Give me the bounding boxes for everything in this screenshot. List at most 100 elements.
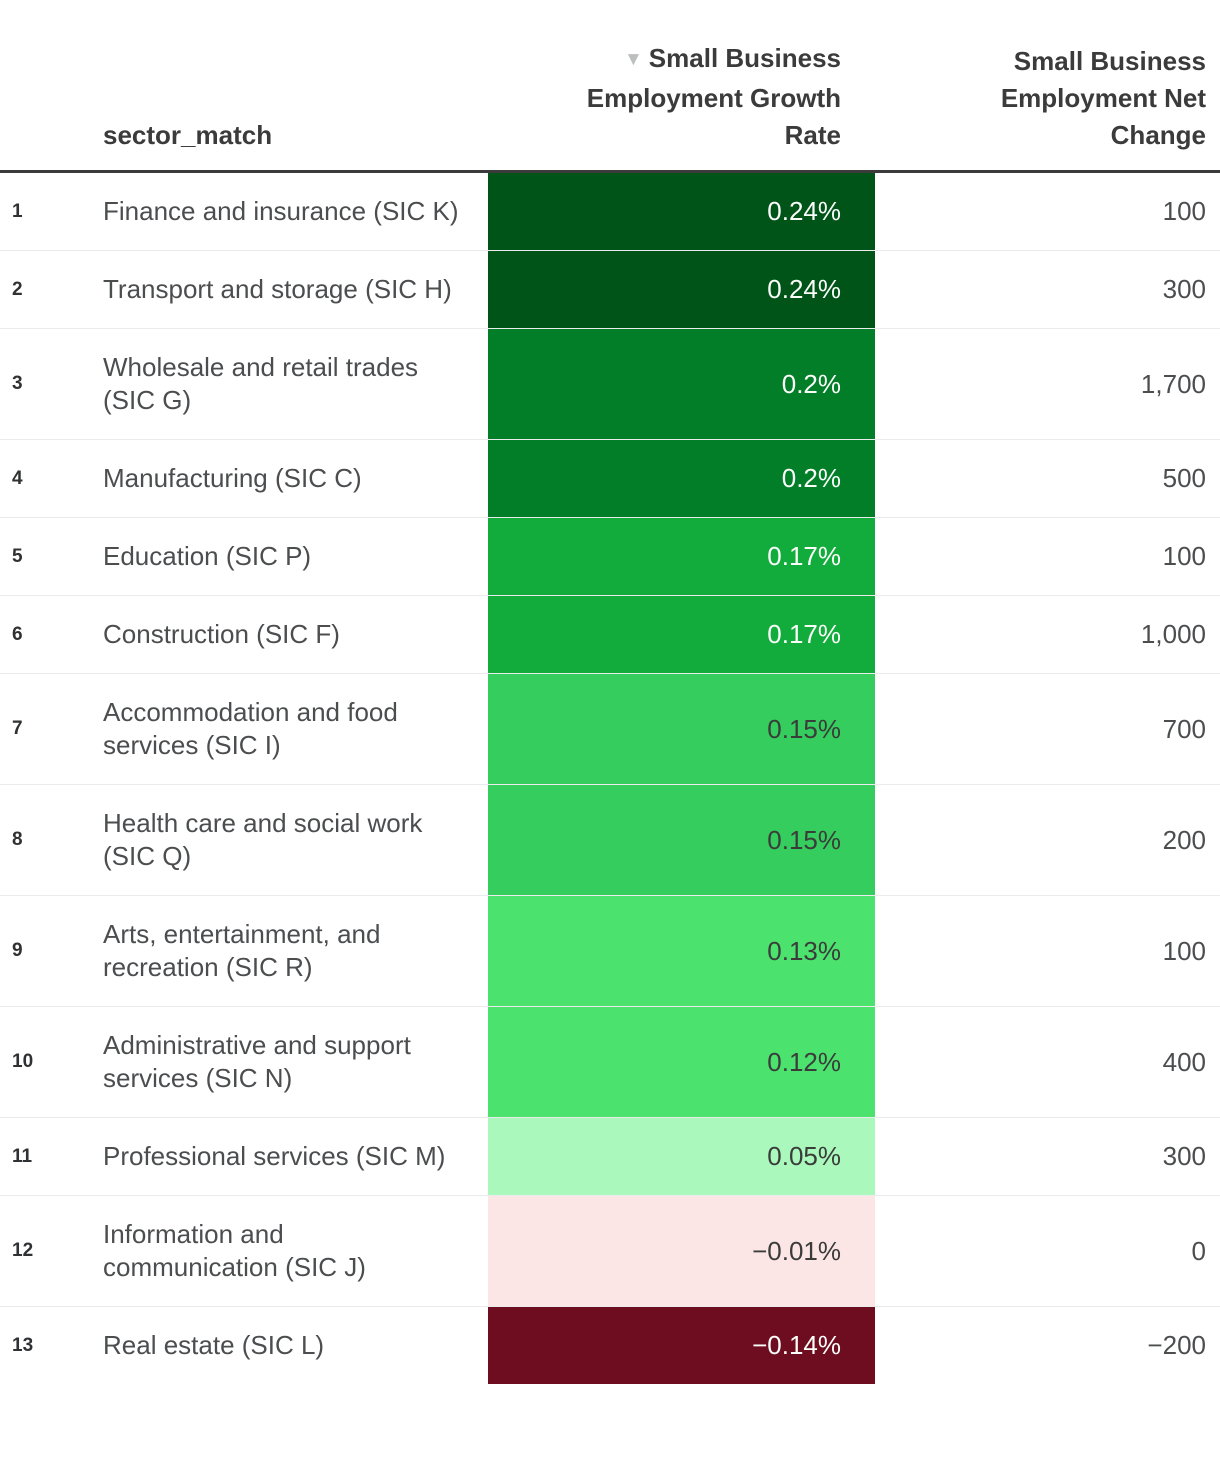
row-sector: Professional services (SIC M) [103, 1118, 488, 1195]
row-growth-rate-value: 0.13% [767, 935, 841, 966]
row-sector: Arts, entertainment, and recreation (SIC… [103, 896, 488, 1006]
table-row: 1 Finance and insurance (SIC K) 0.24% 10… [0, 173, 1220, 250]
row-sector: Finance and insurance (SIC K) [103, 173, 488, 250]
row-growth-rate-value: −0.14% [752, 1330, 841, 1360]
row-sector: Real estate (SIC L) [103, 1307, 488, 1384]
row-growth-rate-cell: −0.14% [488, 1307, 875, 1384]
row-growth-rate-value: 0.15% [767, 824, 841, 855]
sort-descending-icon: ▼ [623, 49, 643, 70]
row-sector: Health care and social work (SIC Q) [103, 785, 488, 895]
row-rank: 2 [12, 278, 23, 300]
row-net-change-value: 400 [1162, 1046, 1206, 1077]
row-growth-rate-cell: 0.05% [488, 1118, 875, 1195]
row-net-change: 400 [875, 1007, 1220, 1117]
row-net-change: 300 [875, 251, 1220, 328]
row-net-change: 700 [875, 674, 1220, 784]
col-header-net-change-label: Small Business Employment Net Change [1000, 46, 1206, 150]
row-sector-label: Accommodation and food services (SIC I) [103, 697, 398, 760]
row-sector-label: Wholesale and retail trades (SIC G) [103, 352, 419, 415]
row-sector: Education (SIC P) [103, 518, 488, 595]
row-growth-rate-value: 0.12% [767, 1046, 841, 1077]
row-growth-rate-cell: 0.13% [488, 896, 875, 1006]
row-sector-label: Information and communication (SIC J) [103, 1219, 366, 1282]
table-row: 2 Transport and storage (SIC H) 0.24% 30… [0, 250, 1220, 328]
row-growth-rate-value: 0.17% [767, 541, 841, 571]
row-rank: 11 [12, 1145, 33, 1167]
row-sector-label: Education (SIC P) [103, 541, 312, 571]
col-header-sector-match[interactable]: sector_match [103, 40, 488, 170]
row-sector-label: Manufacturing (SIC C) [103, 463, 362, 493]
table-row: 3 Wholesale and retail trades (SIC G) 0.… [0, 328, 1220, 439]
row-rank: 3 [12, 373, 23, 394]
row-net-change-value: −200 [1147, 1330, 1206, 1360]
table-row: 13 Real estate (SIC L) −0.14% −200 [0, 1306, 1220, 1384]
row-net-change: 500 [875, 440, 1220, 517]
row-net-change: 100 [875, 173, 1220, 250]
row-rank: 1 [12, 200, 23, 222]
row-net-change-value: 1,000 [1140, 619, 1206, 649]
row-growth-rate-value: 0.2% [781, 368, 841, 399]
row-growth-rate-value: 0.2% [781, 463, 841, 493]
row-rank: 6 [12, 623, 23, 645]
bottom-spacer [0, 1384, 1220, 1394]
row-net-change-value: 300 [1162, 274, 1206, 304]
row-growth-rate-cell: 0.2% [488, 440, 875, 517]
row-net-change-value: 100 [1162, 541, 1206, 571]
table-row: 11 Professional services (SIC M) 0.05% 3… [0, 1117, 1220, 1195]
row-net-change: 100 [875, 896, 1220, 1006]
table-row: 4 Manufacturing (SIC C) 0.2% 500 [0, 439, 1220, 517]
table-row: 12 Information and communication (SIC J)… [0, 1195, 1220, 1306]
row-sector-label: Administrative and support services (SIC… [103, 1030, 411, 1093]
row-sector-label: Health care and social work (SIC Q) [103, 808, 423, 871]
row-net-change: 1,000 [875, 596, 1220, 673]
row-net-change-value: 200 [1162, 824, 1206, 855]
table-header-row: sector_match ▼ Small Business Employment … [0, 0, 1220, 173]
row-rank: 12 [12, 1240, 34, 1261]
row-net-change-value: 500 [1162, 463, 1206, 493]
col-header-net-change[interactable]: Small Business Employment Net Change [875, 40, 1220, 170]
table-row: 6 Construction (SIC F) 0.17% 1,000 [0, 595, 1220, 673]
row-growth-rate-cell: 0.12% [488, 1007, 875, 1117]
row-net-change-value: 700 [1162, 713, 1206, 744]
row-net-change: 200 [875, 785, 1220, 895]
row-net-change: 1,700 [875, 329, 1220, 439]
row-sector: Information and communication (SIC J) [103, 1196, 488, 1306]
row-net-change: −200 [875, 1307, 1220, 1384]
row-net-change-value: 1,700 [1140, 368, 1206, 399]
table-row: 8 Health care and social work (SIC Q) 0.… [0, 784, 1220, 895]
row-growth-rate-cell: 0.24% [488, 251, 875, 328]
row-net-change-value: 100 [1162, 935, 1206, 966]
row-sector: Accommodation and food services (SIC I) [103, 674, 488, 784]
row-net-change: 100 [875, 518, 1220, 595]
table-row: 10 Administrative and support services (… [0, 1006, 1220, 1117]
row-net-change: 0 [875, 1196, 1220, 1306]
row-rank: 8 [12, 829, 23, 850]
row-sector: Wholesale and retail trades (SIC G) [103, 329, 488, 439]
table-row: 9 Arts, entertainment, and recreation (S… [0, 895, 1220, 1006]
col-header-growth-rate[interactable]: ▼ Small Business Employment Growth Rate [488, 40, 875, 170]
row-sector: Manufacturing (SIC C) [103, 440, 488, 517]
row-rank: 4 [12, 467, 23, 489]
row-growth-rate-cell: 0.2% [488, 329, 875, 439]
row-sector: Administrative and support services (SIC… [103, 1007, 488, 1117]
table-body: 1 Finance and insurance (SIC K) 0.24% 10… [0, 173, 1220, 1384]
row-net-change-value: 300 [1162, 1141, 1206, 1171]
row-growth-rate-value: 0.15% [767, 713, 841, 744]
row-net-change-value: 0 [1191, 1235, 1206, 1266]
row-rank: 13 [12, 1334, 34, 1356]
sector-employment-table: sector_match ▼ Small Business Employment … [0, 0, 1220, 1394]
row-growth-rate-cell: 0.24% [488, 173, 875, 250]
row-growth-rate-cell: 0.17% [488, 596, 875, 673]
row-sector-label: Finance and insurance (SIC K) [103, 196, 459, 226]
row-net-change: 300 [875, 1118, 1220, 1195]
row-sector-label: Transport and storage (SIC H) [103, 274, 452, 304]
row-rank: 7 [12, 718, 23, 739]
row-rank: 9 [12, 940, 23, 961]
row-growth-rate-cell: 0.17% [488, 518, 875, 595]
row-growth-rate-cell: 0.15% [488, 674, 875, 784]
header-rank-spacer [0, 40, 103, 170]
col-header-growth-label: Small Business Employment Growth Rate [586, 43, 841, 150]
table-row: 7 Accommodation and food services (SIC I… [0, 673, 1220, 784]
row-growth-rate-value: 0.24% [767, 196, 841, 226]
row-growth-rate-cell: −0.01% [488, 1196, 875, 1306]
